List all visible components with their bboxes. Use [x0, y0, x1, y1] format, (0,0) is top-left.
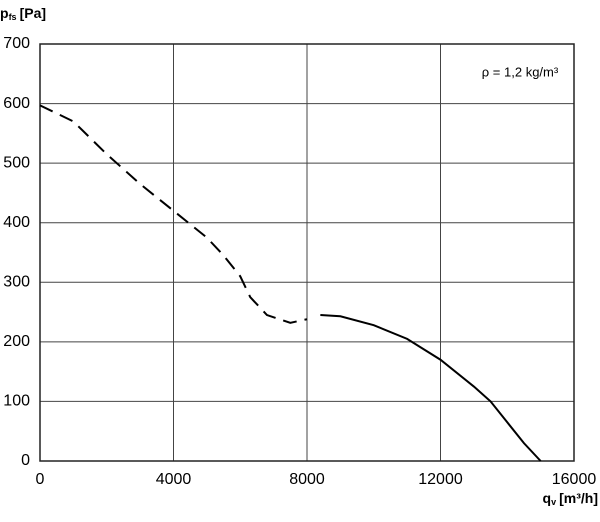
y-tick-label: 100 — [3, 393, 30, 410]
y-tick-label: 400 — [3, 214, 30, 231]
x-tick-label: 4000 — [156, 471, 192, 488]
x-label-sub: v — [551, 497, 556, 507]
x-tick-label: 8000 — [289, 471, 325, 488]
y-label-sub: fs — [9, 12, 17, 22]
y-axis-label: pfs [Pa] — [0, 5, 46, 23]
plot-frame — [39, 43, 575, 462]
y-tick-label: 300 — [3, 274, 30, 291]
y-label-unit: [Pa] — [20, 5, 46, 21]
y-tick-label: 600 — [3, 95, 30, 112]
x-label-symbol: q — [543, 490, 552, 506]
fan-curve — [320, 314, 542, 462]
fan-curve — [39, 104, 308, 324]
x-axis-label: qv [m³/h] — [543, 490, 598, 508]
y-tick-label: 0 — [21, 452, 30, 469]
y-label-symbol: p — [0, 5, 9, 21]
y-tick-label: 200 — [3, 333, 30, 350]
y-tick-label: 700 — [3, 35, 30, 52]
x-tick-label: 0 — [36, 471, 45, 488]
x-label-unit: [m³/h] — [559, 490, 598, 506]
annotation: ρ = 1,2 kg/m³ — [482, 64, 559, 79]
y-tick-label: 500 — [3, 154, 30, 171]
x-tick-label: 16000 — [552, 471, 597, 488]
x-tick-label: 12000 — [418, 471, 463, 488]
